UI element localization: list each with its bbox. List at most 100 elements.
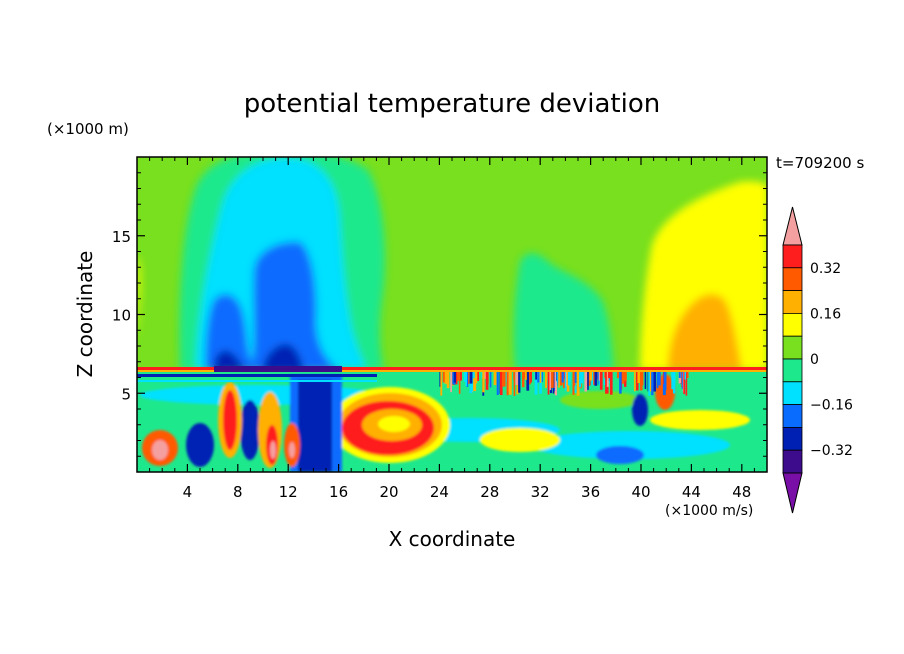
striation <box>525 372 527 380</box>
tropopause-red-line <box>137 367 767 370</box>
striation <box>474 372 478 384</box>
striation <box>518 372 521 393</box>
striation <box>513 372 516 396</box>
x-axis: 4 8 12 16 20 24 28 32 36 40 44 48 <box>149 157 755 501</box>
striation <box>483 372 487 379</box>
striation <box>684 372 687 380</box>
x-tick-label: 36 <box>581 483 600 501</box>
warm-column-3-peak <box>289 442 295 458</box>
striation <box>463 372 466 382</box>
y-tick-label: 15 <box>112 228 131 246</box>
contour-field <box>137 157 767 472</box>
striation <box>489 372 492 388</box>
striation <box>530 372 532 383</box>
striation <box>681 372 684 389</box>
striation <box>526 372 530 391</box>
striation <box>635 372 639 391</box>
time-label: t=709200 s <box>776 154 864 172</box>
striation <box>589 372 593 381</box>
cool-anomaly-center <box>513 253 614 370</box>
x-axis-label: X coordinate <box>389 527 516 551</box>
striation <box>537 372 541 383</box>
tropopause-cyan-line <box>137 380 377 382</box>
colorbar-swatch <box>782 290 803 314</box>
lower-yellow-blob-2 <box>650 410 750 430</box>
warm-column-2-peak <box>270 441 276 459</box>
tropopause-blue-line <box>137 374 377 377</box>
tropopause-striations <box>439 372 689 396</box>
striation <box>548 372 552 391</box>
striation <box>500 372 503 396</box>
cold-column-navy <box>298 380 332 472</box>
striation <box>534 372 538 395</box>
cold-blob-left <box>186 423 214 467</box>
x-tick-label: 20 <box>379 483 398 501</box>
striation <box>624 372 627 381</box>
y-unit-label: (×1000 m) <box>47 120 129 138</box>
striation <box>515 372 518 385</box>
striation <box>444 372 446 384</box>
striation <box>608 372 611 379</box>
x-tick-label: 32 <box>531 483 550 501</box>
striation <box>535 372 538 380</box>
striation <box>450 372 452 393</box>
striation <box>593 372 595 385</box>
x-tick-label: 28 <box>480 483 499 501</box>
striation <box>649 372 653 392</box>
colorbar-swatch <box>782 244 803 269</box>
striation <box>547 372 550 395</box>
striation <box>657 372 661 386</box>
striation <box>469 372 473 384</box>
colorbar-swatch <box>782 335 803 360</box>
y-tick-label: 5 <box>121 385 131 403</box>
colorbar-swatch <box>782 267 803 291</box>
lower-cyan-band-3 <box>530 431 730 459</box>
striation <box>467 372 470 384</box>
striation <box>545 372 548 381</box>
striation <box>506 372 509 396</box>
striation <box>572 372 575 395</box>
cold-blob-east <box>596 446 644 464</box>
colorbar-tick-label: −0.16 <box>810 398 853 414</box>
x-tick-label: 44 <box>682 483 701 501</box>
striation <box>639 372 643 391</box>
warm-column-1-core <box>223 390 237 450</box>
striation <box>503 372 506 387</box>
striation <box>561 372 564 383</box>
warm-anomaly-yellow <box>640 181 767 370</box>
striation <box>616 372 619 379</box>
striation <box>551 372 554 388</box>
striation <box>457 372 460 381</box>
striation <box>594 372 598 386</box>
striation <box>587 372 589 390</box>
striation <box>513 372 515 381</box>
colorbar-swatch <box>782 312 803 337</box>
striation <box>455 372 458 385</box>
warm-vortex-core <box>378 416 410 432</box>
colorbar: 0.32 0.16 0 −0.16 −0.32 <box>782 206 853 514</box>
striation <box>476 372 480 382</box>
striation <box>686 372 689 379</box>
striation <box>473 372 476 379</box>
striation <box>605 372 607 394</box>
striation <box>685 372 688 396</box>
striation <box>580 372 584 384</box>
warm-anomaly-orange <box>668 294 742 370</box>
x-tick-label: 16 <box>329 483 348 501</box>
colorbar-tick-label: 0.32 <box>810 261 841 277</box>
y-tick-label: 10 <box>112 307 131 325</box>
lower-green-blob <box>560 391 640 409</box>
striation <box>522 372 525 388</box>
striation <box>644 372 647 390</box>
striation <box>663 372 667 391</box>
striation <box>442 372 445 383</box>
striation <box>482 372 485 393</box>
cold-core-navy <box>214 343 304 372</box>
striation <box>485 372 489 390</box>
striation <box>567 372 571 386</box>
left-edge-yellow <box>137 255 141 340</box>
striation <box>541 372 543 383</box>
striation <box>651 372 654 396</box>
x-tick-label: 48 <box>732 483 751 501</box>
tropopause-purple-bar <box>214 366 342 372</box>
